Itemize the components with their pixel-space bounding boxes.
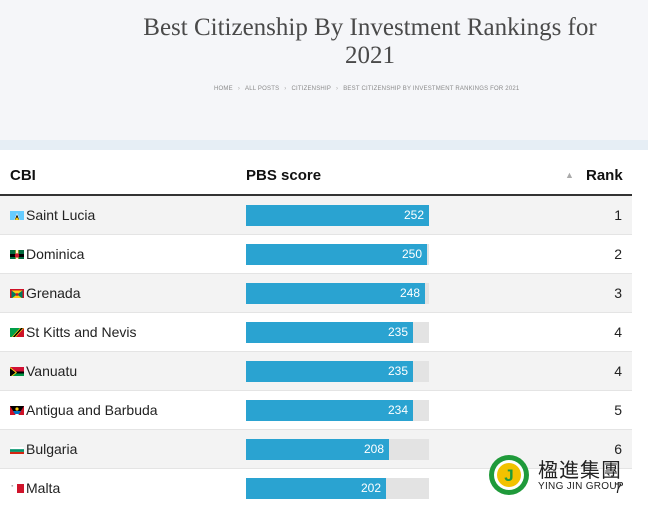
column-header-rank[interactable]: Rank [586, 167, 623, 184]
rank-value: 5 [614, 402, 622, 418]
pbs-score-bar-track: 250 [246, 244, 429, 265]
bulgaria-flag-icon [10, 443, 24, 454]
pbs-score-bar [246, 322, 413, 343]
country-name: Dominica [26, 246, 85, 262]
column-header-pbs-score[interactable]: PBS score [246, 167, 322, 184]
ying-jin-group-watermark: J 楹進集團 YING JIN GROUP [488, 452, 648, 500]
breadcrumb-current: BEST CITIZENSHIP BY INVESTMENT RANKINGS … [343, 86, 520, 92]
svg-text:J: J [504, 466, 513, 485]
breadcrumb-all-posts[interactable]: ALL POSTS [245, 86, 280, 92]
rank-value: 3 [614, 285, 622, 301]
saint-lucia-flag-icon [10, 209, 24, 220]
rank-value: 4 [614, 324, 622, 340]
pbs-score-value: 202 [360, 481, 381, 495]
pbs-score-bar-track: 202 [246, 478, 429, 499]
vanuatu-flag-icon [10, 365, 24, 376]
breadcrumb-separator-icon: › [336, 86, 339, 92]
table-row[interactable]: Vanuatu 235 4 [0, 352, 632, 391]
pbs-score-bar-track: 248 [246, 283, 429, 304]
watermark-english-name: YING JIN GROUP [538, 481, 624, 492]
st-kitts-and-nevis-flag-icon [10, 326, 24, 337]
column-header-cbi[interactable]: CBI [10, 167, 36, 184]
country-name: Antigua and Barbuda [26, 402, 158, 418]
pbs-score-bar-track: 252 [246, 205, 429, 226]
table-row[interactable]: Dominica 250 2 [0, 235, 632, 274]
pbs-score-bar [246, 205, 429, 226]
country-name: Grenada [26, 285, 81, 301]
table-row[interactable]: St Kitts and Nevis 235 4 [0, 313, 632, 352]
breadcrumb-home[interactable]: HOME [214, 86, 233, 92]
pbs-score-value: 248 [399, 286, 420, 300]
antigua-and-barbuda-flag-icon [10, 404, 24, 415]
pbs-score-bar [246, 244, 427, 265]
table-row[interactable]: Saint Lucia 252 1 [0, 196, 632, 235]
dominica-flag-icon [10, 248, 24, 259]
breadcrumb-citizenship[interactable]: CITIZENSHIP [291, 86, 332, 92]
pbs-score-bar-track: 235 [246, 361, 429, 382]
pbs-score-bar [246, 361, 413, 382]
pbs-score-value: 235 [387, 325, 408, 339]
breadcrumb-separator-icon: › [284, 86, 287, 92]
rank-value: 2 [614, 246, 622, 262]
pbs-score-value: 235 [387, 364, 408, 378]
watermark-chinese-name: 楹進集團 [538, 458, 622, 482]
table-body: Saint Lucia 252 1 Dominica 250 2 Grenada 248 3 St… [0, 196, 632, 505]
country-name: Vanuatu [26, 363, 78, 379]
pbs-score-value: 234 [387, 403, 408, 417]
pbs-score-bar-track: 234 [246, 400, 429, 421]
pbs-score-bar [246, 478, 386, 499]
country-name: St Kitts and Nevis [26, 324, 137, 340]
grenada-flag-icon [10, 287, 24, 298]
pbs-score-bar [246, 400, 413, 421]
pbs-score-value: 252 [403, 208, 424, 222]
pbs-score-bar [246, 439, 389, 460]
rank-value: 1 [614, 207, 622, 223]
table-header: CBI PBS score ▲ Rank [0, 156, 632, 196]
pbs-score-bar-track: 235 [246, 322, 429, 343]
country-name: Saint Lucia [26, 207, 96, 223]
table-row[interactable]: Grenada 248 3 [0, 274, 632, 313]
hero-divider [0, 140, 648, 150]
pbs-score-bar [246, 283, 425, 304]
country-name: Malta [26, 480, 61, 496]
pbs-score-bar-track: 208 [246, 439, 429, 460]
table-row[interactable]: Malta 202 7 [0, 469, 632, 505]
pbs-score-value: 208 [363, 442, 384, 456]
rankings-table: CBI PBS score ▲ Rank Saint Lucia 252 1 Domi… [0, 156, 632, 505]
page-hero [0, 0, 648, 150]
pbs-score-value: 250 [401, 247, 422, 261]
breadcrumb-separator-icon: › [237, 86, 241, 92]
sort-ascending-icon[interactable]: ▲ [565, 170, 574, 180]
ying-jin-logo-icon: J [489, 455, 529, 495]
breadcrumb: HOME › ALL POSTS › CITIZENSHIP › BEST CI… [214, 84, 519, 94]
rank-value: 6 [614, 441, 622, 457]
rank-value: 7 [614, 480, 622, 496]
page-title: Best Citizenship By Investment Rankings … [143, 14, 597, 69]
table-row[interactable]: Bulgaria 208 6 [0, 430, 632, 469]
malta-flag-icon [10, 482, 24, 493]
country-name: Bulgaria [26, 441, 78, 457]
rank-value: 4 [614, 363, 622, 379]
table-row[interactable]: Antigua and Barbuda 234 5 [0, 391, 632, 430]
